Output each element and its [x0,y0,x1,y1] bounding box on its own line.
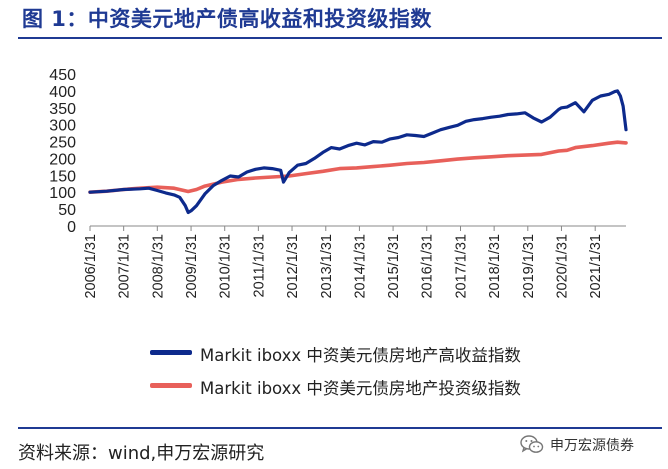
series-line-high-yield [88,89,628,215]
y-tick-label: 0 [67,219,76,236]
x-tick-label: 2006/1/31 [83,234,99,299]
x-tick-label: 2012/1/31 [285,234,301,299]
x-tick-label: 2009/1/31 [184,234,200,299]
x-tick-label: 2011/1/31 [251,234,267,297]
y-tick-label: 200 [49,151,76,168]
x-tick-label: 2019/1/31 [521,234,537,299]
x-tick-label: 2010/1/31 [218,234,234,299]
x-tick-label: 2021/1/31 [588,234,604,299]
series-group [88,89,628,215]
legend-swatch-hy [150,350,192,355]
wechat-icon [520,435,544,453]
x-tick-label: 2007/1/31 [117,234,133,299]
x-tick-label: 2020/1/31 [554,234,570,299]
x-tick-label: 2014/1/31 [352,234,368,299]
x-tick-label: 2017/1/31 [453,234,469,299]
y-tick-label: 450 [49,67,76,84]
source-note: 资料来源：wind,申万宏源研究 [18,443,265,464]
y-tick-label: 100 [49,185,76,202]
x-axis-ticks: 2006/1/31 2007/1/31 2008/1/31 2009/1/31 2010… [83,226,604,299]
y-tick-label: 50 [58,202,76,219]
y-tick-label: 350 [49,101,76,118]
y-tick-label: 300 [49,118,76,135]
title-rule [18,37,662,39]
x-tick-label: 2016/1/31 [420,234,436,299]
x-tick-label: 2015/1/31 [386,234,402,299]
y-tick-label: 400 [49,84,76,101]
legend-label-hy: Markit iboxx 中资美元债房地产高收益指数 [200,346,521,365]
x-tick-label: 2008/1/31 [150,234,166,299]
series-line-investment-grade [88,140,628,194]
legend-swatch-ig [150,383,192,388]
y-tick-label: 250 [49,135,76,152]
x-tick-label: 2018/1/31 [487,234,503,299]
x-tick-label: 2013/1/31 [319,234,335,299]
watermark-text: 申万宏源债券 [550,438,634,454]
y-tick-label: 150 [49,168,76,185]
figure-title: 图 1：中资美元地产债高收益和投资级指数 [22,7,432,31]
bottom-rule [18,427,662,429]
legend-label-ig: Markit iboxx 中资美元债房地产投资级指数 [200,379,521,398]
